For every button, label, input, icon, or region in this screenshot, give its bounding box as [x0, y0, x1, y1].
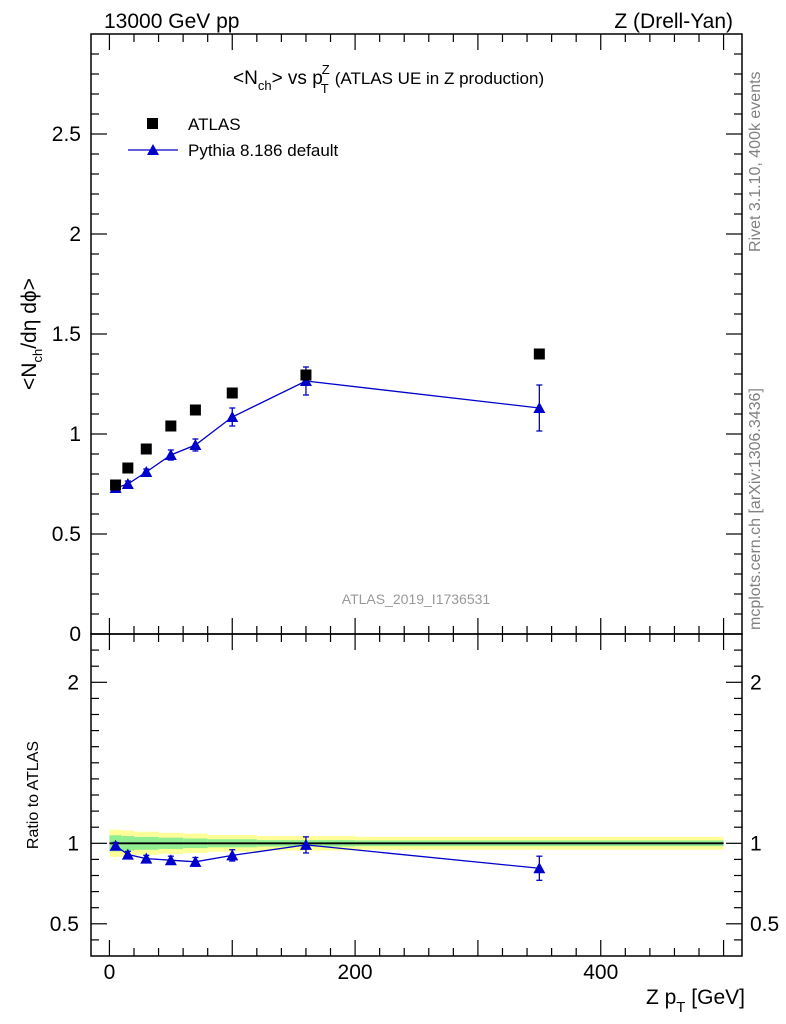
- legend-pythia-label: Pythia 8.186 default: [188, 141, 339, 160]
- pythia-ratio-point: [140, 852, 153, 864]
- atlas-series-main: [110, 348, 545, 491]
- legend-pythia-marker: [147, 144, 159, 155]
- ratio-y-axis-label: Ratio to ATLAS: [25, 741, 42, 849]
- pythia-point: [533, 402, 546, 413]
- pythia-ratio-point: [189, 855, 202, 867]
- plot-title-vs: > vs p: [272, 68, 323, 89]
- pythia-point: [226, 411, 239, 422]
- x-tick-label: 200: [338, 961, 373, 984]
- y-axis-label-a: <N: [18, 363, 41, 390]
- atlas-point: [140, 443, 152, 455]
- legend-atlas-label: ATLAS: [188, 115, 241, 134]
- pythia-point: [121, 478, 134, 489]
- plot-title-rest: (ATLAS UE in Z production): [335, 69, 544, 88]
- y-axis-label: <Nch/dη dϕ>: [18, 278, 45, 390]
- analysis-id: ATLAS_2019_I1736531: [342, 591, 491, 607]
- ratio-panel-frame: [90, 633, 743, 957]
- x-axis-ticks: 0 200 400: [104, 34, 725, 984]
- header-left: 13000 GeV pp: [104, 10, 239, 33]
- ratio-tick-label: 1: [67, 832, 79, 855]
- y-tick-label: 1.5: [52, 323, 81, 346]
- atlas-point: [226, 387, 238, 399]
- ratio-tick-label-right: 0.5: [750, 913, 779, 936]
- y-tick-label: 2: [69, 223, 81, 246]
- pythia-line: [115, 380, 540, 489]
- pythia-point: [140, 466, 153, 477]
- ratio-tick-label: 0.5: [50, 913, 79, 936]
- ratio-tick-label-right: 2: [750, 671, 762, 694]
- plot-title-n: <N: [233, 68, 258, 89]
- plot-title-sup: Z: [322, 62, 330, 77]
- plot-title: <Nch> vs pZ T (ATLAS UE in Z production): [233, 62, 544, 96]
- mcplots-label: mcplots.cern.ch [arXiv:1306.3436]: [747, 388, 764, 630]
- ratio-tick-label: 2: [67, 671, 79, 694]
- legend-atlas-marker: [147, 118, 158, 129]
- y-tick-label-zero: 0: [69, 623, 81, 646]
- pythia-point: [189, 439, 202, 450]
- y-tick-label: 0.5: [52, 523, 81, 546]
- pythia-ratio-point: [226, 849, 239, 861]
- header-right: Z (Drell-Yan): [614, 10, 733, 33]
- y-axis-label-b: /dη dϕ>: [18, 278, 41, 349]
- legend: ATLAS Pythia 8.186 default: [128, 115, 339, 160]
- atlas-point: [110, 479, 122, 491]
- pythia-ratio-point: [299, 838, 312, 850]
- atlas-point: [533, 348, 545, 360]
- x-axis-label: Z pT [GeV]: [646, 986, 745, 1016]
- pythia-ratio-point: [121, 848, 134, 860]
- pythia-ratio-point: [533, 862, 546, 874]
- atlas-point: [300, 369, 312, 381]
- atlas-point: [189, 404, 201, 416]
- plot-title-sub: T: [321, 81, 329, 96]
- atlas-point: [122, 462, 134, 474]
- pythia-point: [164, 449, 177, 460]
- pythia-ratio-point: [164, 854, 177, 866]
- plot-title-ch: ch: [258, 78, 272, 93]
- ratio-panel-ticks: 0.5 0.5 1 1 2 2: [50, 649, 779, 941]
- x-axis-label-sub: T: [676, 999, 685, 1016]
- x-axis-label-main: Z p: [646, 986, 676, 1009]
- atlas-point: [165, 420, 177, 432]
- main-panel-ticks: 0.5 1 1.5 2 2.5 0: [52, 53, 742, 646]
- y-tick-label: 2.5: [52, 123, 81, 146]
- rivet-label: Rivet 3.1.10, 400k events: [747, 71, 764, 252]
- y-axis-label-ch: ch: [30, 349, 45, 363]
- pythia-series-ratio: [109, 836, 546, 881]
- ratio-tick-label-right: 1: [750, 832, 762, 855]
- pythia-ratio-point: [109, 839, 122, 851]
- x-tick-label: 0: [104, 961, 116, 984]
- y-tick-label: 1: [69, 423, 81, 446]
- x-tick-label: 400: [583, 961, 618, 984]
- x-axis-label-unit: [GeV]: [685, 986, 745, 1009]
